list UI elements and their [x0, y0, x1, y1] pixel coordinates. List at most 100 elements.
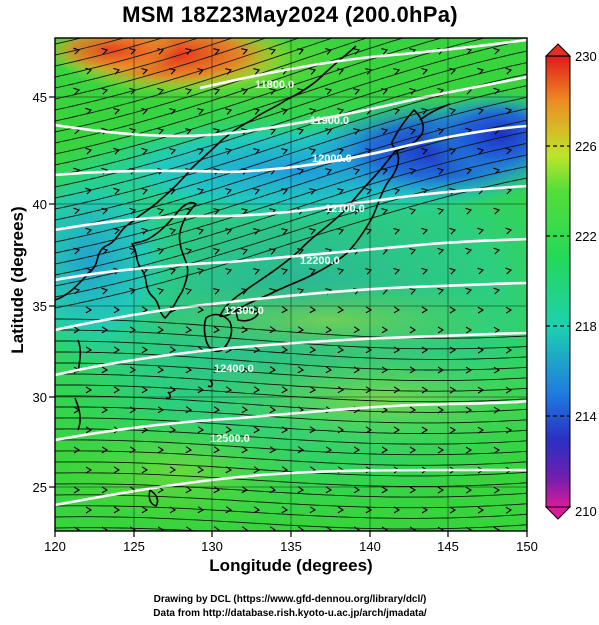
y-tick-label: 45 [33, 90, 47, 105]
wind-arrowhead [421, 426, 429, 434]
wind-arrowhead [157, 127, 165, 135]
wind-arrowhead [365, 268, 373, 275]
wind-arrowhead [101, 366, 109, 374]
wind-arrowhead [281, 268, 289, 275]
wind-arrowhead [381, 168, 389, 175]
wind-arrowhead [169, 386, 177, 394]
wind-arrowhead [213, 406, 221, 414]
wind-arrowhead [85, 67, 93, 75]
wind-arrowhead [309, 68, 317, 75]
wind-arrowhead [493, 446, 501, 454]
wind-arrowhead [381, 326, 389, 334]
wind-arrowhead [225, 426, 233, 434]
wind-arrowhead [297, 526, 305, 531]
wind-arrowhead [113, 67, 121, 75]
wind-arrowhead [309, 148, 317, 155]
wind-arrowhead [169, 227, 177, 235]
wind-arrowhead [449, 227, 457, 235]
wind-arrowhead [73, 287, 81, 295]
wind-arrowhead [437, 406, 445, 414]
wind-arrowhead [437, 486, 445, 494]
wind-arrowhead [309, 268, 317, 275]
wind-arrowhead [197, 386, 205, 394]
wind-arrowhead [85, 227, 93, 235]
wind-arrowhead [73, 87, 81, 95]
wind-arrowhead [477, 227, 485, 235]
wind-arrowhead [269, 326, 277, 334]
wind-arrowhead [477, 67, 485, 75]
wind-arrowhead [241, 208, 249, 215]
wind-arrowhead [269, 406, 277, 414]
wind-arrowhead [381, 128, 389, 135]
wind-arrowhead [73, 207, 81, 215]
wind-arrowhead [141, 306, 149, 314]
wind-arrowhead [505, 267, 513, 275]
wind-arrowhead [353, 128, 361, 135]
wind-arrowhead [337, 108, 345, 115]
graticule [55, 38, 527, 531]
wind-arrowhead [465, 207, 473, 215]
wind-arrowhead [157, 406, 165, 414]
wind-arrowhead [353, 446, 361, 454]
wind-arrowhead [253, 68, 261, 75]
wind-arrowhead [169, 68, 177, 75]
wind-arrowhead [101, 486, 109, 494]
wind-arrowhead [225, 68, 233, 75]
wind-arrowhead [101, 526, 109, 531]
wind-arrowhead [157, 48, 165, 55]
wind-arrowhead [85, 386, 93, 394]
wind-arrowhead [325, 446, 333, 454]
wind-arrowhead [337, 426, 345, 434]
wind-arrowhead [337, 188, 345, 195]
map-figure: 11800.0 11900.0 12000.0 12100.0 12200.0 … [33, 37, 597, 554]
wind-arrowhead [477, 346, 485, 354]
wind-arrowhead [477, 506, 485, 514]
wind-arrowhead [493, 486, 501, 494]
wind-arrowhead [365, 148, 373, 155]
wind-arrowhead [393, 187, 401, 195]
wind-arrowhead [101, 207, 109, 215]
wind-arrowhead [197, 188, 205, 195]
wind-arrowhead [297, 366, 305, 374]
wind-arrowhead [325, 366, 333, 374]
wind-arrowhead [225, 108, 233, 115]
wind-arrowhead [365, 346, 373, 354]
contour-label: 12400.0 [214, 363, 254, 375]
wind-arrowhead [269, 526, 277, 531]
wind-arrowhead [185, 287, 193, 295]
wind-arrowhead [169, 147, 177, 155]
wind-arrowhead [309, 188, 317, 195]
wind-arrowhead [157, 366, 165, 374]
wind-arrowhead [393, 267, 401, 275]
y-tick-label: 25 [33, 480, 47, 495]
wind-arrowhead [409, 366, 417, 374]
wind-arrowhead [337, 148, 345, 155]
wind-arrowhead [365, 68, 373, 75]
wind-arrowhead [101, 406, 109, 414]
wind-arrowhead [337, 386, 345, 394]
wind-arrowhead [197, 466, 205, 474]
x-axis-title: Longitude (degrees) [209, 556, 373, 575]
wind-arrowhead [449, 267, 457, 275]
wind-arrowhead [281, 306, 289, 314]
wind-arrowhead [101, 446, 109, 454]
wind-arrowhead [365, 506, 373, 514]
wind-arrowhead [505, 107, 513, 115]
wind-arrowhead [381, 526, 389, 531]
map-title: MSM 18Z23May2024 (200.0hPa) [122, 2, 458, 27]
wind-arrowhead [477, 267, 485, 275]
x-tick-label: 135 [280, 539, 302, 554]
wind-arrowhead [157, 207, 165, 215]
wind-arrowhead [129, 526, 137, 531]
wind-arrowhead [101, 326, 109, 334]
x-axis-ticks [54, 531, 528, 537]
wind-arrowhead [253, 108, 261, 115]
wind-arrowhead [141, 346, 149, 354]
wind-arrowhead [281, 426, 289, 434]
wind-arrowhead [409, 526, 417, 531]
wind-arrowhead [493, 326, 501, 334]
wind-arrowhead [465, 287, 473, 295]
wind-arrowhead [241, 526, 249, 531]
wind-arrowhead [253, 466, 261, 474]
wind-arrowhead [353, 326, 361, 334]
